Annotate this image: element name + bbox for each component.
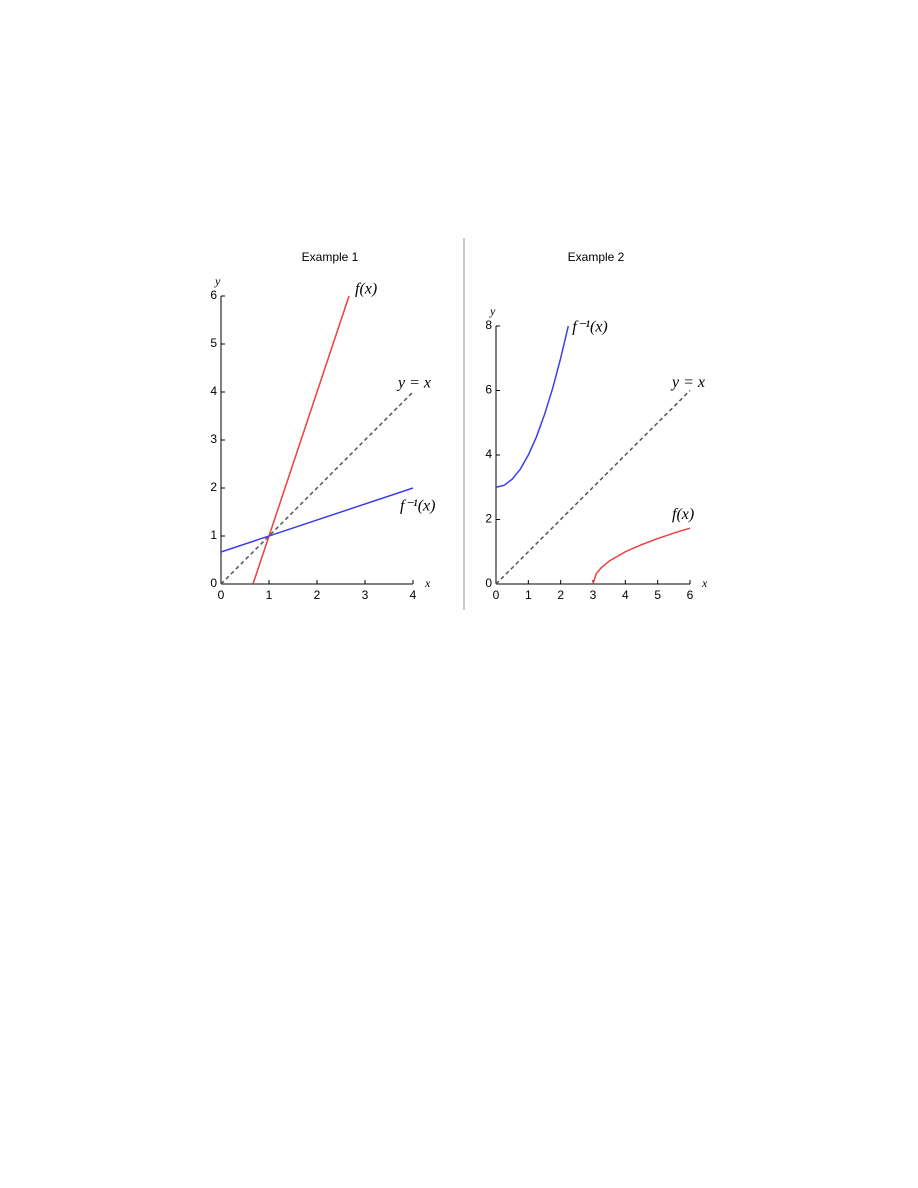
series-label: f(x): [672, 506, 694, 523]
series-label: y = x: [396, 375, 431, 392]
x-tick-label: 2: [557, 588, 564, 602]
y-tick-label: 4: [210, 384, 217, 398]
y-tick-label: 0: [210, 576, 217, 590]
x-tick-label: 2: [314, 588, 321, 602]
series-line: [592, 527, 691, 585]
x-tick-label: 6: [687, 588, 694, 602]
x-tick-label: 4: [410, 588, 417, 602]
y-axis-label: y: [489, 304, 496, 318]
y-tick-label: 0: [485, 576, 492, 590]
y-tick-label: 1: [210, 528, 217, 542]
series-label: y = x: [670, 374, 705, 391]
x-tick-label: 3: [362, 588, 369, 602]
x-tick-label: 3: [590, 588, 597, 602]
y-tick-label: 5: [210, 336, 217, 350]
series-label: f⁻¹(x): [572, 319, 607, 336]
series-label: f(x): [355, 281, 377, 298]
chart-title: Example 2: [568, 250, 625, 264]
y-tick-label: 3: [210, 432, 217, 446]
y-axis-label: y: [214, 274, 221, 288]
series-line: [252, 295, 350, 585]
y-tick-label: 8: [485, 318, 492, 332]
series-line: [220, 391, 414, 585]
series-line: [495, 389, 691, 585]
x-tick-label: 5: [654, 588, 661, 602]
chart-title: Example 1: [302, 250, 359, 264]
x-tick-label: 1: [525, 588, 532, 602]
y-tick-label: 4: [485, 447, 492, 461]
y-tick-label: 2: [210, 480, 217, 494]
x-axis-label: x: [424, 576, 431, 590]
x-tick-label: 4: [622, 588, 629, 602]
series-line: [220, 487, 414, 553]
x-axis-label: x: [701, 576, 708, 590]
x-tick-label: 1: [266, 588, 273, 602]
series-line: [495, 325, 570, 488]
y-tick-label: 2: [485, 512, 492, 526]
series-label: f⁻¹(x): [400, 498, 435, 515]
y-tick-label: 6: [485, 383, 492, 397]
x-tick-label: 0: [218, 588, 225, 602]
y-tick-label: 6: [210, 288, 217, 302]
x-tick-label: 0: [493, 588, 500, 602]
